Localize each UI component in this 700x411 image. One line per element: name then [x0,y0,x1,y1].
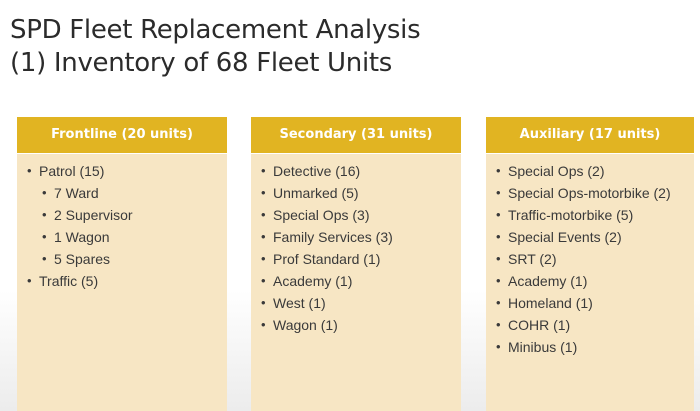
bullet-icon: • [42,207,47,222]
list-item-label: COHR (1) [508,317,571,333]
bullet-icon: • [496,251,501,266]
bullet-icon: • [496,163,501,178]
slide-title-line-1: SPD Fleet Replacement Analysis [10,15,421,45]
list-item: • Traffic (5) [17,270,227,292]
bullet-icon: • [261,185,266,200]
list-item: • Unmarked (5) [251,182,461,204]
list-item: • West (1) [251,292,461,314]
column-header-secondary: Secondary (31 units) [251,117,461,154]
list-item: • COHR (1) [486,314,694,336]
bullet-icon: • [496,273,501,288]
list-item-label: SRT (2) [508,251,557,267]
item-list-auxiliary: • Special Ops (2) • Special Ops-motorbike (… [486,160,694,358]
list-item-label: Academy (1) [508,273,588,289]
list-item-label: Traffic-motorbike (5) [508,207,634,223]
item-list-secondary: • Detective (16) • Unmarked (5) • Special Ops… [251,160,461,336]
slide-title-line-2: (1) Inventory of 68 Fleet Units [10,48,393,78]
list-item-label: Patrol (15) [39,163,105,179]
bullet-icon: • [496,229,501,244]
column-header-auxiliary: Auxiliary (17 units) [486,117,694,154]
bullet-icon: • [496,207,501,222]
sub-list-item: • 2 Supervisor [17,204,227,226]
sub-list-item: • 1 Wagon [17,226,227,248]
list-item-label: 2 Supervisor [54,207,133,223]
slide-title: SPD Fleet Replacement Analysis (1) Inven… [10,14,421,80]
bullet-icon: • [27,273,32,288]
bullet-icon: • [261,229,266,244]
list-item: • SRT (2) [486,248,694,270]
bullet-icon: • [496,317,501,332]
list-item-label: Academy (1) [273,273,353,289]
list-item: • Special Ops (2) [486,160,694,182]
list-item-label: Wagon (1) [273,317,338,333]
list-item: • Detective (16) [251,160,461,182]
sub-list-item: • 7 Ward [17,182,227,204]
list-item: • Patrol (15) [17,160,227,182]
list-item-label: 7 Ward [54,185,99,201]
list-item-label: Homeland (1) [508,295,593,311]
list-item: • Special Ops (3) [251,204,461,226]
bullet-icon: • [496,185,501,200]
bullet-icon: • [27,163,32,178]
list-item: • Academy (1) [251,270,461,292]
item-list-frontline: • Patrol (15) • 7 Ward • 2 Supervisor • 1 Wagon… [17,160,227,292]
bullet-icon: • [261,273,266,288]
list-item-label: Special Ops (2) [508,163,605,179]
list-item-label: West (1) [273,295,326,311]
list-item-label: 5 Spares [54,251,111,267]
list-item: • Traffic-motorbike (5) [486,204,694,226]
list-item-label: Prof Standard (1) [273,251,381,267]
list-item-label: Special Ops (3) [273,207,370,223]
bullet-icon: • [261,295,266,310]
bullet-icon: • [261,207,266,222]
bullet-icon: • [261,317,266,332]
column-frontline: Frontline (20 units) • Patrol (15) • 7 Ward… [17,117,227,411]
list-item: • Minibus (1) [486,336,694,358]
bullet-icon: • [261,251,266,266]
bullet-icon: • [42,185,47,200]
list-item-label: Traffic (5) [39,273,99,289]
bullet-icon: • [496,295,501,310]
column-header-frontline: Frontline (20 units) [17,117,227,154]
list-item: • Family Services (3) [251,226,461,248]
list-item-label: 1 Wagon [54,229,110,245]
bullet-icon: • [496,339,501,354]
bullet-icon: • [42,229,47,244]
list-item-label: Special Events (2) [508,229,622,245]
list-item: • Academy (1) [486,270,694,292]
list-item: • Special Events (2) [486,226,694,248]
column-auxiliary: Auxiliary (17 units) • Special Ops (2) • Sp… [486,117,694,411]
list-item: • Homeland (1) [486,292,694,314]
list-item: • Wagon (1) [251,314,461,336]
list-item-label: Detective (16) [273,163,361,179]
list-item-label: Unmarked (5) [273,185,359,201]
bullet-icon: • [261,163,266,178]
list-item-label: Family Services (3) [273,229,393,245]
list-item: • Special Ops-motorbike (2) [486,182,694,204]
sub-list-item: • 5 Spares [17,248,227,270]
list-item-label: Special Ops-motorbike (2) [508,185,671,201]
bullet-icon: • [42,251,47,266]
list-item: • Prof Standard (1) [251,248,461,270]
list-item-label: Minibus (1) [508,339,578,355]
column-secondary: Secondary (31 units) • Detective (16) • Unm… [251,117,461,411]
